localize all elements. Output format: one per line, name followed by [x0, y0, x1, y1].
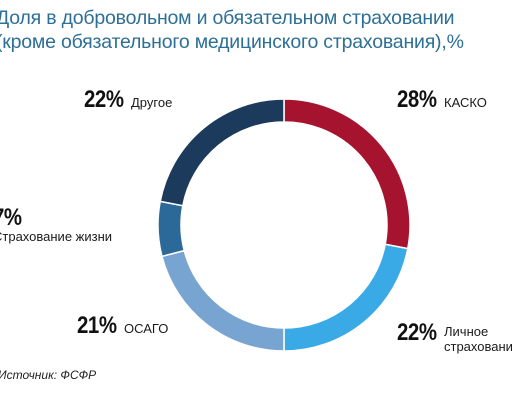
label-osago-value: 21%: [77, 312, 117, 339]
slice-drugoe: [159, 98, 285, 207]
label-kasko-name: КАСКО: [444, 95, 487, 110]
label-lichnoe-value: 22%: [397, 319, 437, 346]
label-kasko-value: 28%: [397, 86, 437, 113]
label-kasko: 28% КАСКО: [397, 86, 487, 114]
label-drugoe: 22% Другое: [84, 86, 172, 114]
label-zhizn: 7% Страхование жизни: [0, 204, 112, 244]
label-zhizn-value: 7%: [0, 204, 22, 231]
label-lichnoe: 22% Личное страхование: [397, 319, 513, 354]
chart-title-line-2: (кроме обязательного медицинского страхо…: [0, 31, 464, 53]
label-drugoe-name: Другое: [131, 95, 173, 110]
slice-lichnoe: [283, 243, 409, 352]
chart-title: Доля в добровольном и обязательном страх…: [0, 6, 513, 54]
slice-osago: [161, 249, 285, 352]
label-lichnoe-name: Личное страхование: [444, 324, 513, 354]
slice-zhizn: [157, 200, 186, 258]
label-drugoe-value: 22%: [84, 86, 124, 113]
slice-kasko: [283, 98, 411, 250]
label-osago: 21% ОСАГО: [77, 312, 168, 340]
label-zhizn-name: Страхование жизни: [0, 229, 113, 244]
label-osago-name: ОСАГО: [124, 321, 169, 336]
chart-title-line-1: Доля в добровольном и обязательном страх…: [0, 7, 455, 29]
source-note: Источник: ФСФР: [0, 368, 97, 382]
